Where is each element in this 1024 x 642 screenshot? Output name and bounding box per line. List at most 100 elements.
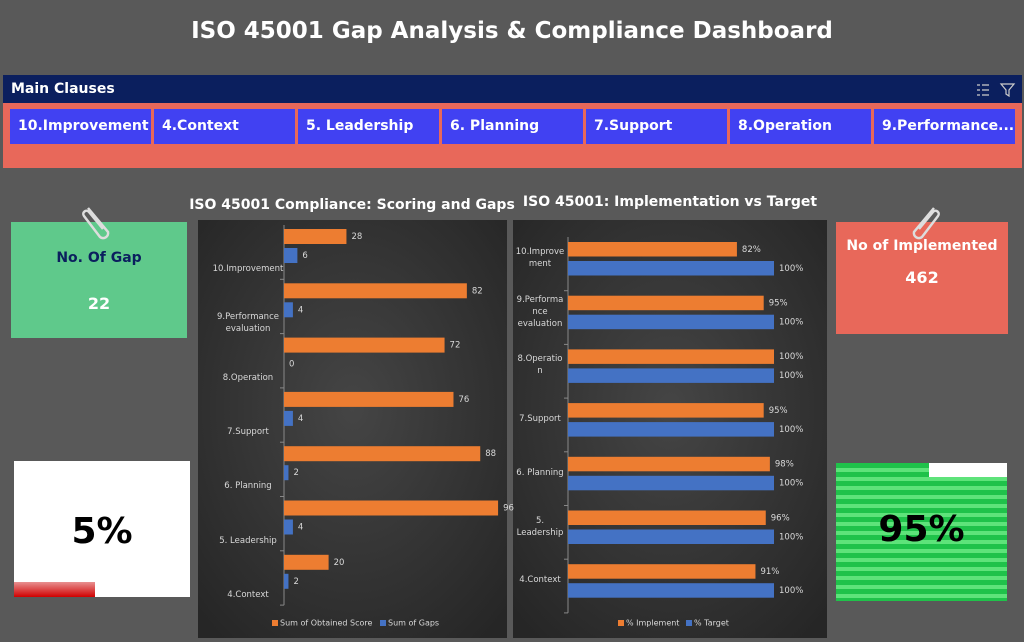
gap-card-value: 22 xyxy=(87,294,111,313)
chart-title: ISO 45001: Implementation vs Target xyxy=(523,194,817,210)
data-label: 100% xyxy=(779,352,803,362)
bar xyxy=(568,510,766,525)
data-label: 4 xyxy=(298,523,303,533)
legend-swatch xyxy=(618,620,624,626)
data-label: 2 xyxy=(293,577,298,587)
slicer-button[interactable]: 6. Planning xyxy=(442,109,583,144)
data-label: 6 xyxy=(302,251,307,261)
gap-percent: 5% xyxy=(71,511,133,552)
data-label: 95% xyxy=(769,406,788,416)
bar xyxy=(568,564,756,579)
bar xyxy=(568,295,764,311)
dashboard-title: ISO 45001 Gap Analysis & Compliance Dash… xyxy=(191,18,833,44)
category-label: 8.Operation xyxy=(222,372,274,383)
data-label: 88 xyxy=(485,449,496,459)
bar xyxy=(568,583,774,598)
category-label: 5. Leadership xyxy=(219,535,277,546)
category-label: 7.Support xyxy=(519,414,561,425)
bar xyxy=(568,456,770,472)
data-label: 100% xyxy=(779,586,803,596)
bar xyxy=(568,475,774,491)
slicer-title: Main Clauses xyxy=(11,81,115,97)
category-label: 9.Performance evaluation xyxy=(516,294,564,329)
data-label: 20 xyxy=(334,558,345,568)
legend-label: % Implement xyxy=(626,619,679,628)
data-label: 98% xyxy=(775,460,794,470)
gap-card-title: No. Of Gap xyxy=(56,250,142,266)
implemented-gauge: 95% xyxy=(836,463,1007,601)
slicer-button[interactable]: 8.Operation xyxy=(730,109,871,144)
bar xyxy=(568,314,774,330)
gauge-remainder xyxy=(929,463,1007,477)
bar xyxy=(568,403,764,418)
implemented-card-title: No of Implemented xyxy=(846,238,998,254)
bar xyxy=(568,422,774,437)
slicer-button[interactable]: 4.Context xyxy=(154,109,295,144)
bar xyxy=(284,391,454,407)
data-label: 76 xyxy=(458,395,469,405)
data-label: 28 xyxy=(351,232,362,242)
data-label: 4 xyxy=(298,414,303,424)
slicer-header: Main Clauses xyxy=(3,75,1022,103)
implemented-card: No of Implemented 462 xyxy=(836,222,1008,334)
data-label: 100% xyxy=(779,264,803,274)
data-label: 96% xyxy=(771,513,790,523)
data-label: 100% xyxy=(779,425,803,435)
bar xyxy=(284,500,499,516)
legend-swatch xyxy=(380,620,386,626)
category-label: 6. Planning xyxy=(516,467,564,478)
bar xyxy=(284,283,467,299)
implemented-percent: 95% xyxy=(878,509,965,550)
bar xyxy=(284,410,293,426)
data-label: 96 xyxy=(503,504,514,514)
bar xyxy=(568,261,774,276)
implemented-card-value: 462 xyxy=(905,268,939,287)
data-label: 100% xyxy=(779,371,803,381)
category-label: 4.Context xyxy=(227,589,269,600)
bar xyxy=(284,554,329,570)
slicer-button[interactable]: 9.Performance... xyxy=(874,109,1015,144)
paperclip xyxy=(912,207,940,240)
category-label: 9.Performance evaluation xyxy=(217,312,279,335)
bar xyxy=(284,519,293,535)
slicer-button[interactable]: 10.Improvement xyxy=(10,109,151,144)
data-label: 82 xyxy=(472,286,483,296)
gauge-bar xyxy=(14,582,95,597)
data-label: 100% xyxy=(779,532,803,542)
data-label: 95% xyxy=(769,298,788,308)
bar xyxy=(568,529,774,544)
data-label: 100% xyxy=(779,479,803,489)
legend-label: Sum of Obtained Score xyxy=(280,619,372,628)
slicer-button[interactable]: 7.Support xyxy=(586,109,727,144)
gap-gauge: 5% xyxy=(14,461,190,597)
category-label: 10.Improvement xyxy=(212,264,284,274)
slicer-button[interactable]: 5. Leadership xyxy=(298,109,439,144)
legend-swatch xyxy=(686,620,692,626)
bar xyxy=(284,446,481,462)
paperclip xyxy=(82,207,110,240)
data-label: 82% xyxy=(742,245,761,255)
category-label: 7.Support xyxy=(227,426,269,437)
bar xyxy=(284,229,347,244)
slicer-icons xyxy=(977,83,1016,98)
data-label: 2 xyxy=(293,468,298,478)
gap-card: No. Of Gap 22 xyxy=(11,222,187,338)
legend-label: % Target xyxy=(694,619,729,628)
category-label: 10.Improvement xyxy=(515,247,565,269)
bar xyxy=(284,465,289,481)
bar xyxy=(568,368,774,383)
data-label: 100% xyxy=(779,317,803,327)
legend-swatch xyxy=(272,620,278,626)
bar xyxy=(284,302,293,318)
data-label: 72 xyxy=(450,341,461,351)
bar xyxy=(284,573,289,589)
category-label: 8.Operation xyxy=(517,354,563,377)
bar xyxy=(568,242,737,257)
data-label: 4 xyxy=(298,305,303,315)
category-label: 4.Context xyxy=(519,575,561,586)
chart-title: ISO 45001 Compliance: Scoring and Gaps xyxy=(189,197,515,213)
category-label: 6. Planning xyxy=(224,481,272,492)
category-label: 5. Leadership xyxy=(516,515,564,538)
